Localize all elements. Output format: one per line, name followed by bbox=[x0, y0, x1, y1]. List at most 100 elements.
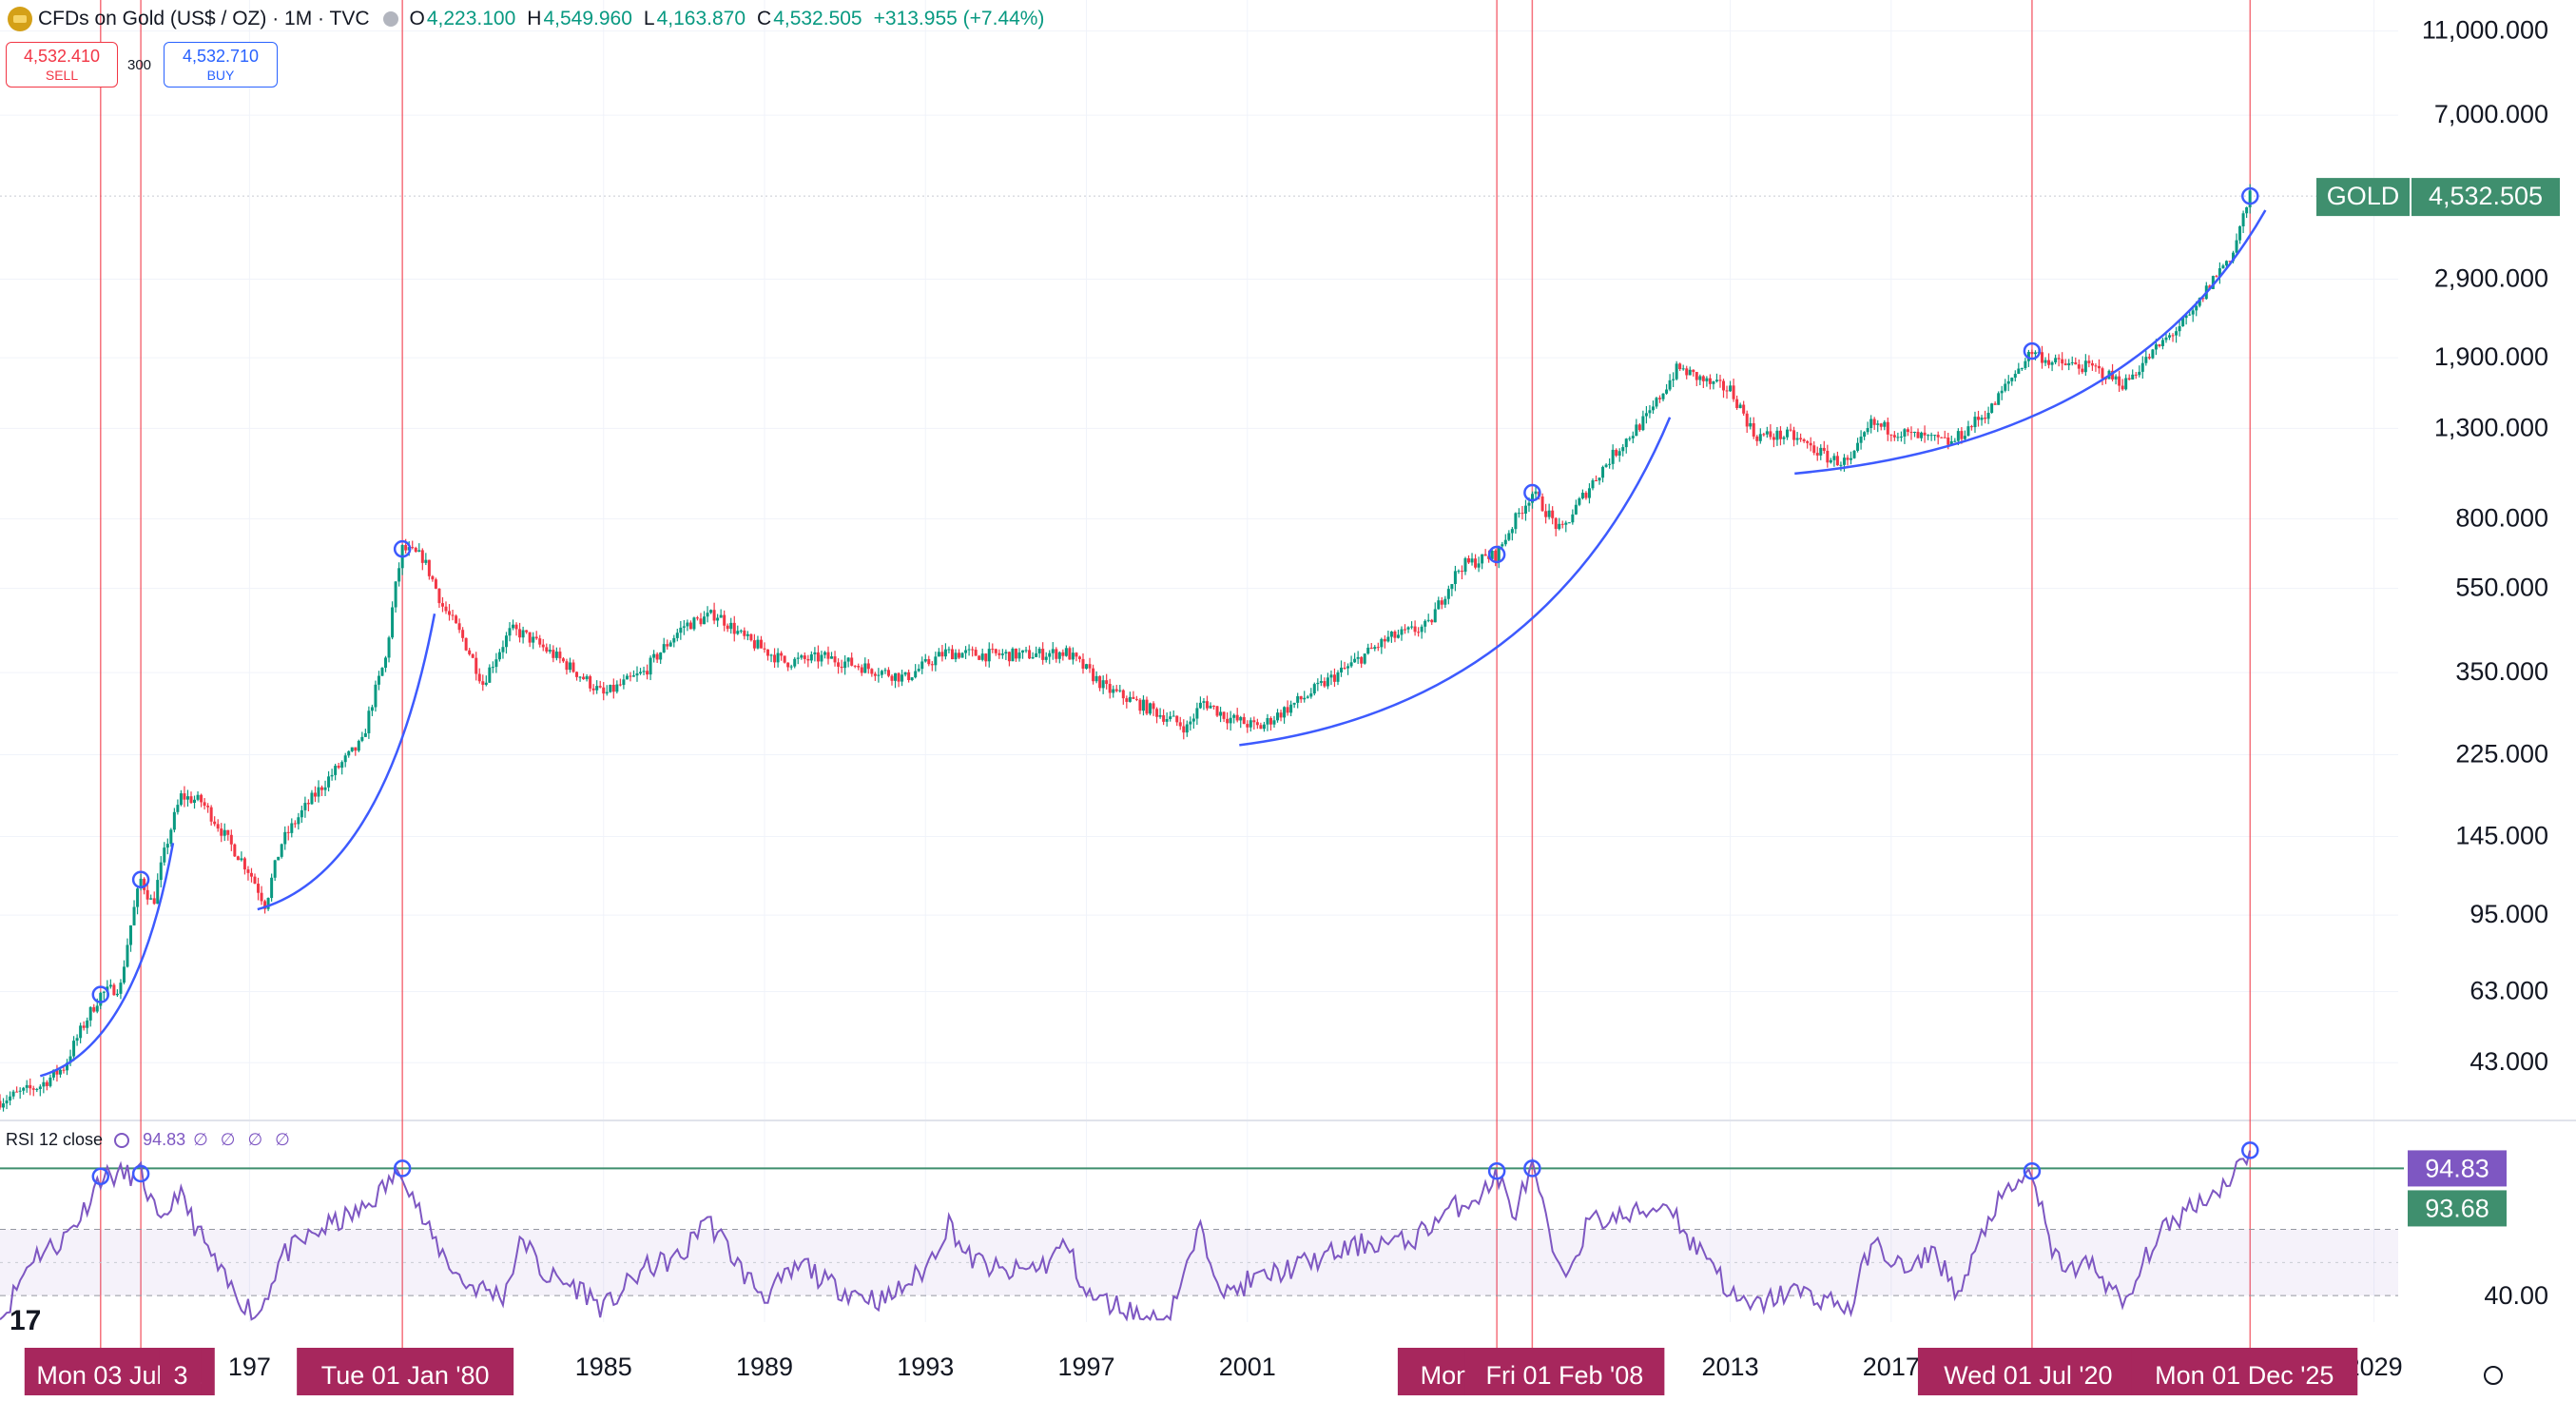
candle-body bbox=[152, 898, 156, 905]
candle-body bbox=[1169, 716, 1172, 720]
candle-body bbox=[668, 642, 672, 647]
candle-body bbox=[2097, 365, 2101, 369]
candle-body bbox=[1564, 522, 1568, 525]
candle-body bbox=[629, 675, 632, 677]
candle-body bbox=[1014, 648, 1017, 659]
candle-body bbox=[169, 829, 173, 845]
price-candles bbox=[0, 184, 2252, 1112]
candle-body bbox=[501, 647, 505, 652]
candle-body bbox=[1540, 497, 1544, 512]
candle-body bbox=[1360, 656, 1364, 664]
candle-body bbox=[340, 762, 344, 769]
candle-body bbox=[1306, 696, 1309, 698]
candle-body bbox=[440, 603, 444, 607]
candle-body bbox=[914, 671, 918, 678]
candle-body bbox=[1514, 513, 1518, 530]
candle-body bbox=[582, 676, 586, 680]
candle-body bbox=[1520, 513, 1524, 515]
high-key: H bbox=[527, 8, 542, 29]
candle-body bbox=[773, 654, 777, 663]
candle-body bbox=[437, 588, 441, 604]
sell-button[interactable]: 4,532.410 SELL bbox=[6, 42, 118, 88]
candle-body bbox=[1792, 430, 1796, 440]
candle-body bbox=[709, 610, 713, 613]
settings-cycle-icon[interactable] bbox=[114, 1132, 130, 1148]
candle-body bbox=[330, 774, 334, 777]
candle-body bbox=[491, 667, 494, 669]
candle-body bbox=[1587, 488, 1591, 498]
candle-body bbox=[890, 675, 894, 681]
rsi-legend[interactable]: RSI 12 close 94.83 ∅ ∅ ∅ ∅ bbox=[6, 1130, 294, 1150]
candle-body bbox=[695, 617, 699, 619]
candle-body bbox=[2138, 371, 2141, 376]
candle-body bbox=[1876, 423, 1880, 425]
candle-body bbox=[1178, 722, 1182, 727]
candle-body bbox=[1477, 563, 1481, 568]
trend-arc bbox=[257, 613, 436, 911]
candle-body bbox=[964, 650, 968, 653]
candle-body bbox=[927, 658, 931, 665]
candle-body bbox=[464, 637, 468, 651]
candle-body bbox=[800, 655, 804, 658]
candle-body bbox=[880, 671, 883, 675]
candle-body bbox=[1527, 502, 1531, 506]
candle-body bbox=[726, 625, 729, 630]
candle-body bbox=[1986, 413, 1990, 419]
candle-body bbox=[2114, 376, 2118, 380]
rsi-band bbox=[0, 1229, 2398, 1296]
candle-body bbox=[2090, 362, 2094, 366]
candle-body bbox=[803, 655, 806, 659]
candle-body bbox=[1366, 647, 1370, 654]
candle-body bbox=[1215, 706, 1219, 716]
candle-body bbox=[1869, 419, 1873, 429]
candle-body bbox=[1353, 658, 1357, 663]
candle-body bbox=[1386, 636, 1390, 642]
gold-label-bg bbox=[2316, 178, 2410, 217]
candle-body bbox=[1665, 389, 1669, 394]
candle-body bbox=[1856, 442, 1860, 451]
peak-circle bbox=[1487, 545, 1506, 564]
candle-body bbox=[820, 654, 823, 662]
change-value: +313.955 (+7.44%) bbox=[873, 8, 1045, 29]
candle-body bbox=[1850, 458, 1853, 460]
candle-body bbox=[2033, 352, 2037, 355]
candle-body bbox=[1544, 511, 1548, 517]
candle-body bbox=[786, 662, 790, 668]
candle-body bbox=[189, 796, 193, 804]
candle-body bbox=[1722, 380, 1726, 391]
trend-arc bbox=[39, 843, 175, 1078]
visibility-icon[interactable] bbox=[382, 11, 398, 27]
tradingview-logo[interactable]: 17 bbox=[10, 1305, 42, 1336]
candle-body bbox=[337, 766, 340, 769]
peak-circle bbox=[2241, 186, 2259, 205]
candle-body bbox=[1554, 517, 1558, 530]
buy-button[interactable]: 4,532.710 BUY bbox=[164, 42, 278, 88]
candle-body bbox=[1578, 497, 1581, 505]
date-tag-bg bbox=[1464, 1348, 1665, 1395]
candle-body bbox=[1933, 435, 1937, 437]
candle-body bbox=[343, 755, 347, 763]
candle-body bbox=[1742, 404, 1746, 414]
candle-body bbox=[1809, 442, 1812, 446]
candle-body bbox=[2195, 305, 2198, 311]
candle-body bbox=[736, 631, 740, 634]
price-axis[interactable]: 11,000.000 7,000.000 2,900.000 1,900.000 1,3… bbox=[2422, 16, 2548, 1310]
candle-body bbox=[1863, 432, 1867, 438]
candle-body bbox=[1363, 653, 1366, 664]
candle-body bbox=[1675, 363, 1678, 380]
candle-body bbox=[2026, 351, 2030, 361]
candle-body bbox=[394, 581, 397, 608]
candle-body bbox=[360, 736, 364, 741]
candle-body bbox=[1071, 652, 1075, 660]
candle-body bbox=[240, 858, 243, 861]
time-axis[interactable]: 197 1985 1989 1993 1997 2001 2013 2017 2029 bbox=[228, 1353, 2403, 1381]
candle-body bbox=[1450, 584, 1454, 590]
candle-body bbox=[165, 844, 169, 848]
candle-body bbox=[1017, 652, 1021, 659]
candle-body bbox=[25, 1084, 29, 1088]
symbol-title[interactable]: CFDs on Gold (US$ / OZ) · 1M · TVC bbox=[38, 8, 370, 29]
settings-icon[interactable] bbox=[2484, 1366, 2503, 1385]
date-tag: Tue 01 Jan '80 bbox=[321, 1361, 490, 1390]
candle-body bbox=[2140, 362, 2144, 372]
